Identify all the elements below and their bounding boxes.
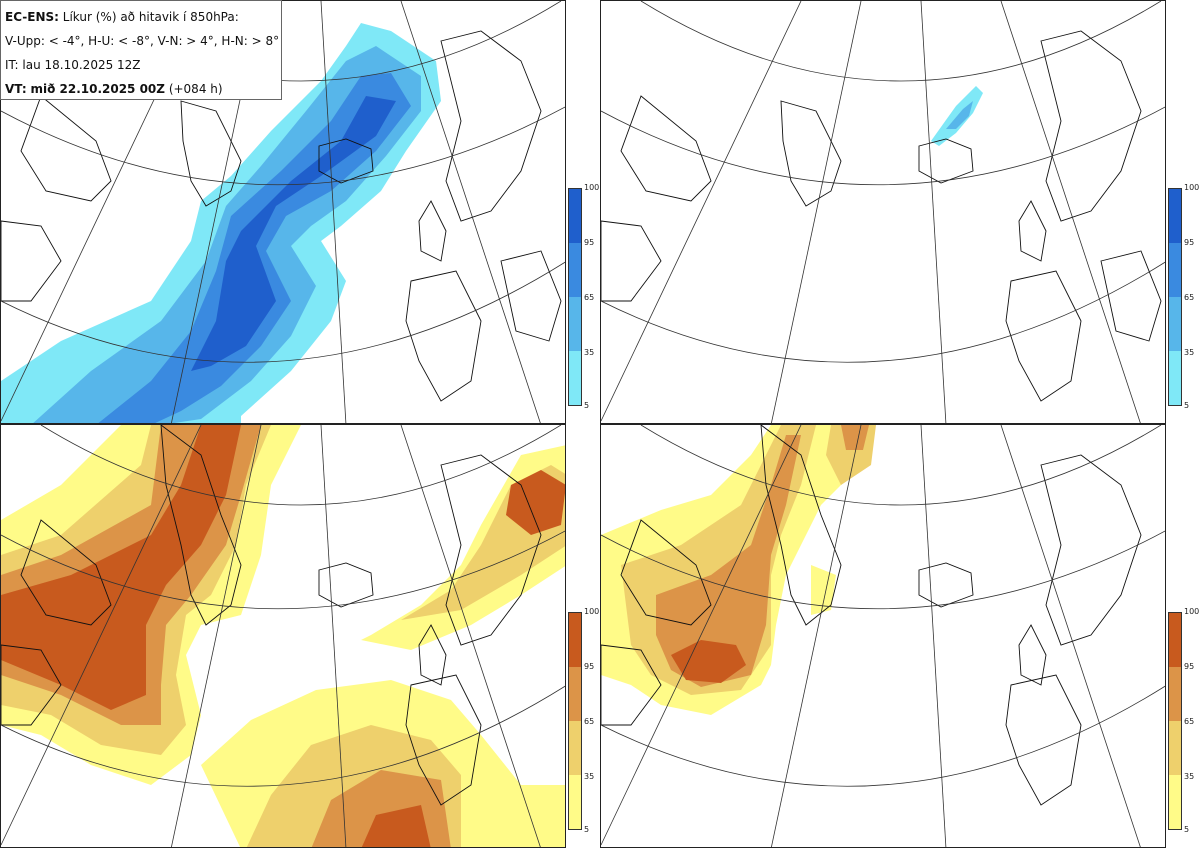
graticule xyxy=(601,425,1165,847)
map-panel-cold-strong xyxy=(600,0,1166,424)
map-panel-cold-moderate xyxy=(0,0,566,424)
colorbar-tick: 95 xyxy=(1184,662,1195,671)
colorbar-gradient xyxy=(568,612,582,830)
colorbar-tick: 35 xyxy=(584,772,595,781)
colorbar-tick: 65 xyxy=(584,293,595,302)
map-canvas xyxy=(601,1,1165,423)
colorbar-tick: 100 xyxy=(1184,607,1200,616)
colorbar-tick: 100 xyxy=(1184,183,1200,192)
thresholds-line: V-Upp: < -4°, H-U: < -8°, V-N: > 4°, H-N… xyxy=(5,34,280,48)
colorbar-tick: 100 xyxy=(584,607,600,616)
colorbar-gradient xyxy=(1168,612,1182,830)
colorbar-tick: 35 xyxy=(1184,348,1195,357)
colorbar-tick: 35 xyxy=(584,348,595,357)
colorbar-tick: 100 xyxy=(584,183,600,192)
colorbar-blue: 100 95 65 35 5 xyxy=(1168,184,1200,418)
probability-fill xyxy=(1,23,441,423)
title-line: EC-ENS: Líkur (%) að hitavik í 850hPa: xyxy=(5,5,277,29)
graticule xyxy=(1,425,565,847)
colorbar-tick: 95 xyxy=(1184,238,1195,247)
colorbar-tick: 65 xyxy=(584,717,595,726)
graticule xyxy=(601,1,1165,423)
probability-fill xyxy=(601,425,876,715)
map-title: Líkur (%) að hitavik í 850hPa: xyxy=(62,10,239,24)
colorbar-tick: 95 xyxy=(584,238,595,247)
lead-time: (+084 h) xyxy=(168,82,223,96)
colorbar-tick: 65 xyxy=(1184,293,1195,302)
coastlines xyxy=(601,425,1142,806)
colorbar-tick: 5 xyxy=(584,401,590,410)
probability-fill xyxy=(931,86,983,146)
map-canvas xyxy=(601,425,1165,847)
valid-time-line: VT: mið 22.10.2025 00Z (+084 h) xyxy=(5,77,277,101)
colorbar-tick: 35 xyxy=(1184,772,1195,781)
model-label: EC-ENS: xyxy=(5,10,59,24)
colorbar-gradient xyxy=(1168,188,1182,406)
colorbar-tick: 65 xyxy=(1184,717,1195,726)
colorbar-tick: 5 xyxy=(584,825,590,834)
valid-time: mið 22.10.2025 00Z xyxy=(30,82,165,96)
coastlines xyxy=(1,30,562,402)
coastlines xyxy=(1,425,542,806)
map-panel-warm-strong xyxy=(600,424,1166,848)
colorbar-gradient xyxy=(568,188,582,406)
coastlines xyxy=(601,30,1162,402)
map-panel-warm-moderate xyxy=(0,424,566,848)
map-info-box: EC-ENS: Líkur (%) að hitavik í 850hPa: V… xyxy=(0,0,282,100)
valid-label: VT: xyxy=(5,82,27,96)
colorbar-tick: 5 xyxy=(1184,825,1190,834)
colorbar-orange: 100 95 65 35 5 xyxy=(568,608,608,842)
map-canvas xyxy=(1,1,565,423)
probability-fill xyxy=(1,425,565,847)
colorbar-tick: 5 xyxy=(1184,401,1190,410)
colorbar-blue: 100 95 65 35 5 xyxy=(568,184,608,418)
init-time: IT: lau 18.10.2025 12Z xyxy=(5,58,141,72)
colorbar-tick: 95 xyxy=(584,662,595,671)
colorbar-orange: 100 95 65 35 5 xyxy=(1168,608,1200,842)
map-canvas xyxy=(1,425,565,847)
